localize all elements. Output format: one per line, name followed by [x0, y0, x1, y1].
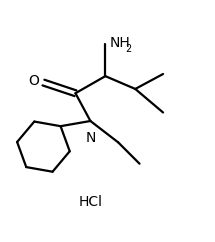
Text: 2: 2: [125, 44, 132, 54]
Text: HCl: HCl: [78, 195, 102, 209]
Text: N: N: [86, 131, 96, 145]
Text: NH: NH: [110, 36, 131, 50]
Text: O: O: [28, 75, 39, 89]
